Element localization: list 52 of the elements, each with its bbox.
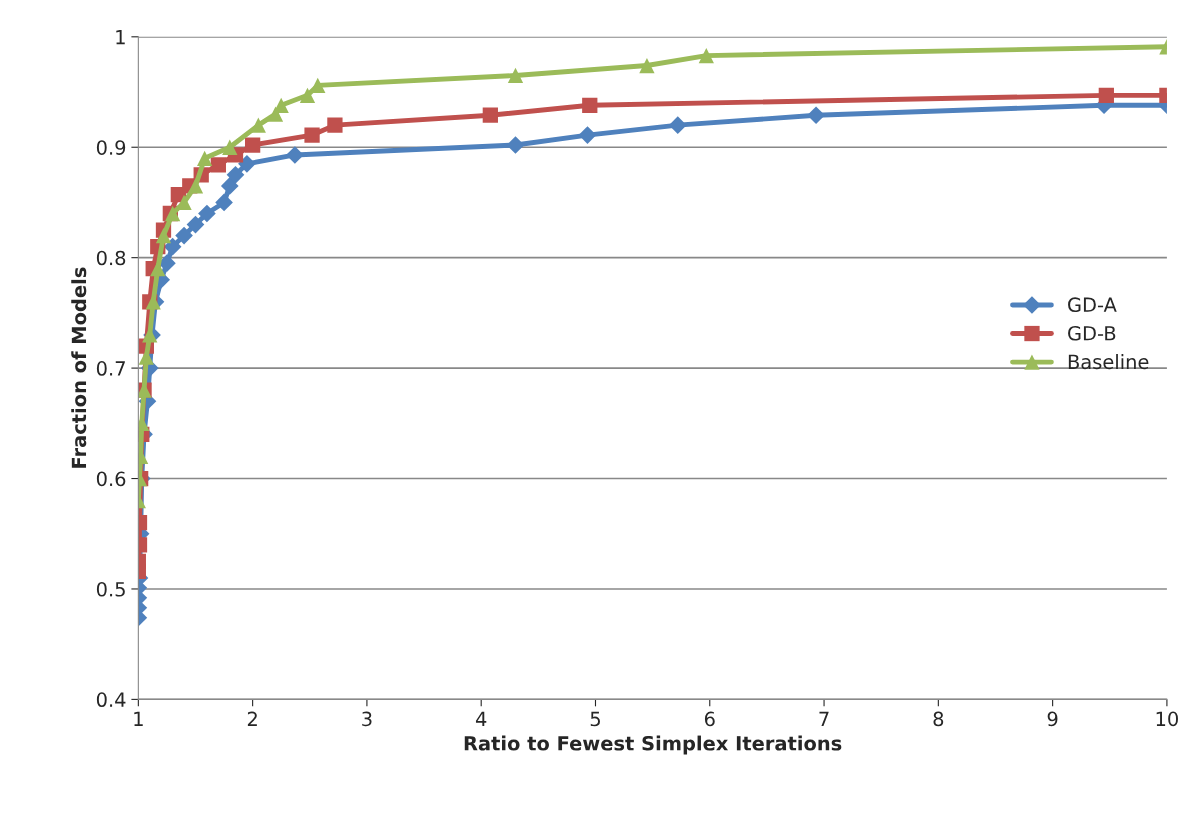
point [150, 261, 166, 277]
point [304, 127, 320, 143]
x-tick-label: 2 [247, 711, 257, 726]
x-tick-label: 4 [475, 711, 487, 726]
point [250, 117, 266, 133]
x-tick-label: 7 [819, 711, 829, 726]
legend-label: GD-B [1068, 325, 1116, 341]
point [196, 150, 213, 166]
point [582, 97, 598, 113]
point [639, 57, 655, 74]
point [175, 226, 193, 245]
legend-label: GD-A [1068, 297, 1117, 313]
point [578, 126, 597, 144]
x-tick-label: 5 [590, 711, 600, 727]
point [238, 154, 256, 173]
x-tick-label: 6 [704, 711, 715, 727]
point [299, 87, 316, 103]
y-tick-label: 0.9 [96, 140, 126, 155]
point [327, 117, 343, 133]
point [698, 47, 714, 64]
point [186, 215, 205, 234]
y-tick-label: 0.4 [96, 692, 126, 708]
point [244, 137, 261, 153]
point [187, 178, 204, 194]
point [215, 193, 233, 212]
point [507, 67, 524, 84]
y-tick-label: 0.5 [96, 581, 125, 597]
x-tick-label: 3 [362, 711, 372, 727]
y-tick-label: 1 [116, 30, 125, 45]
point [482, 107, 498, 123]
y-tick-label: 0.8 [96, 250, 126, 266]
point [163, 237, 182, 256]
point [222, 139, 238, 155]
y-tick-label: 0.6 [96, 471, 126, 487]
point [220, 177, 239, 195]
y-axis-title: Fraction of Models [71, 267, 87, 468]
point [506, 136, 525, 154]
point [286, 146, 304, 164]
point [155, 227, 172, 244]
x-axis-title: Ratio to Fewest Simplex Iterations [464, 735, 842, 755]
legend-label: Baseline [1068, 354, 1149, 370]
x-tick-label: 1 [134, 711, 143, 726]
y-tick-label: 0.7 [96, 361, 125, 376]
x-tick-label: 8 [933, 711, 944, 727]
point [1098, 87, 1114, 103]
point [807, 106, 825, 125]
point [210, 157, 226, 173]
x-tick-label: 10 [1156, 711, 1178, 727]
point [668, 116, 687, 134]
point [226, 166, 245, 184]
point [198, 204, 216, 223]
x-tick-label: 9 [1047, 711, 1058, 727]
